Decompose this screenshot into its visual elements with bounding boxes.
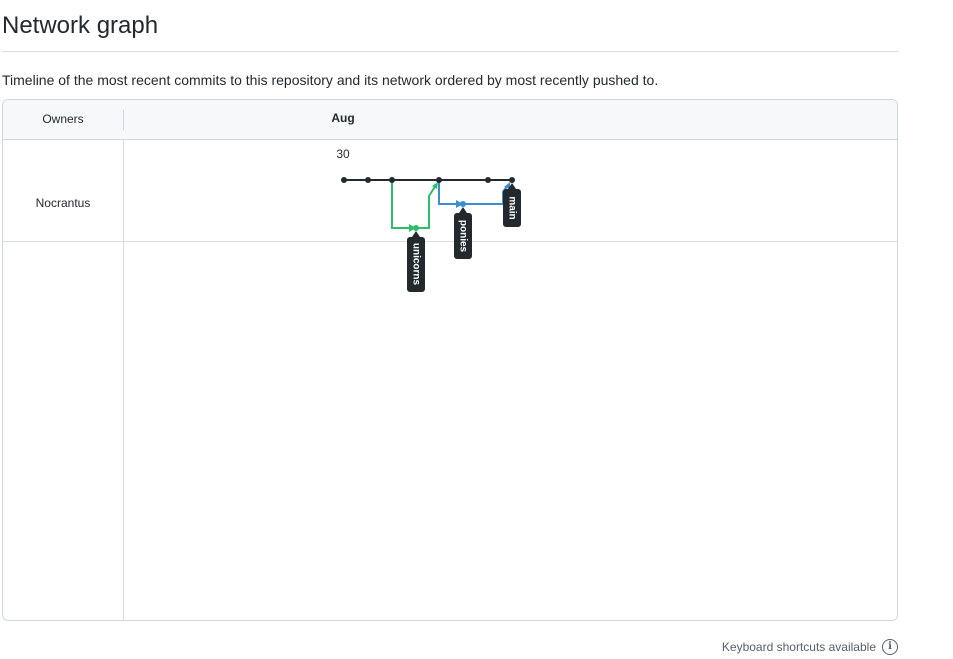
commit-dot[interactable] bbox=[485, 177, 491, 183]
commit-dot[interactable] bbox=[389, 177, 395, 183]
commit-dot[interactable] bbox=[365, 177, 371, 183]
title-divider bbox=[2, 51, 898, 52]
owners-header-label: Owners bbox=[42, 112, 84, 126]
commit-dot-ponies[interactable] bbox=[460, 201, 466, 207]
keyboard-shortcuts-hint[interactable]: Keyboard shortcuts available i bbox=[722, 639, 898, 655]
commit-dot[interactable] bbox=[341, 177, 347, 183]
graph-header: Owners Aug bbox=[3, 100, 897, 140]
owners-column-divider bbox=[123, 140, 124, 620]
branch-label-unicorns-text: unicorns bbox=[410, 243, 421, 286]
ponies-arrow-merge bbox=[504, 182, 510, 189]
commit-dot[interactable] bbox=[509, 177, 515, 183]
unicorns-merge-line bbox=[415, 184, 437, 229]
unicorns-arrow-merge bbox=[432, 182, 438, 189]
owner-name[interactable]: Nocrantus bbox=[35, 196, 91, 210]
page-title: Network graph bbox=[2, 12, 159, 39]
month-label: Aug bbox=[331, 111, 355, 125]
commit-dot[interactable] bbox=[436, 177, 442, 183]
commit-dot-unicorns[interactable] bbox=[413, 225, 419, 231]
info-icon[interactable]: i bbox=[882, 639, 898, 655]
header-separator bbox=[123, 110, 124, 130]
unicorns-branch-line bbox=[391, 180, 415, 229]
keyboard-shortcuts-text: Keyboard shortcuts available bbox=[721, 640, 876, 654]
unicorns-arrow-in bbox=[409, 224, 416, 232]
network-graph[interactable]: Owners Aug Nocrantus 30 ma bbox=[2, 99, 898, 621]
ponies-merge-line bbox=[463, 184, 509, 205]
branch-label-ponies-text: ponies bbox=[457, 220, 468, 253]
owner-row-divider bbox=[3, 241, 897, 242]
branch-label-main[interactable]: main bbox=[503, 183, 521, 227]
ponies-branch-line bbox=[438, 180, 462, 205]
page-description: Timeline of the most recent commits to t… bbox=[2, 72, 659, 88]
branch-label-unicorns[interactable]: unicorns bbox=[407, 231, 425, 292]
ponies-arrow-in bbox=[456, 200, 463, 208]
commit-graph-canvas[interactable]: 30 main unicorns bbox=[3, 100, 897, 620]
branch-label-ponies[interactable]: ponies bbox=[454, 207, 472, 259]
branch-label-main-text: main bbox=[506, 196, 517, 219]
day-label: 30 bbox=[336, 147, 350, 161]
